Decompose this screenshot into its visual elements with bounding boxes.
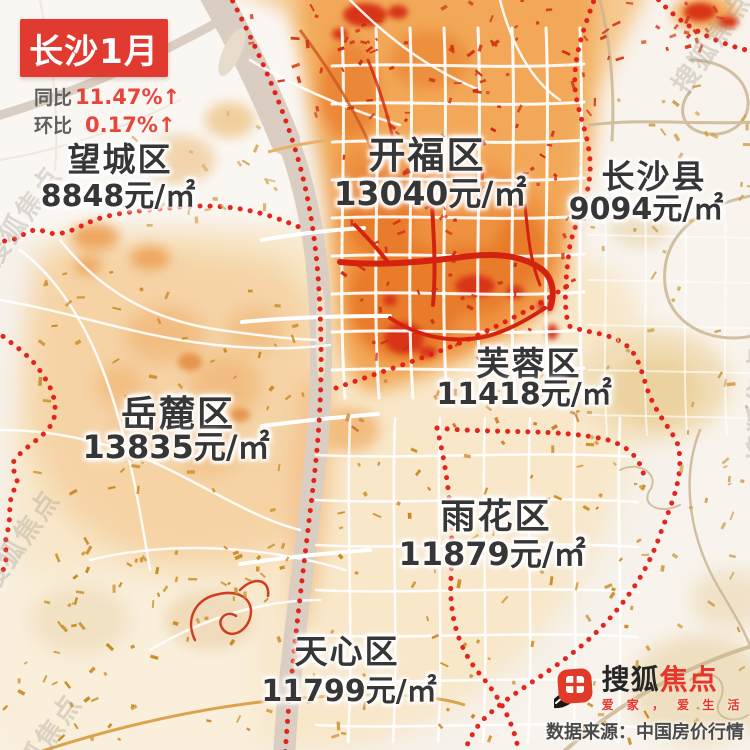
data-source-note: 数据来源：中国房价行情 <box>546 722 744 743</box>
orange-isle <box>316 287 326 383</box>
district-price-changshaxian: 9094元/㎡ <box>568 192 724 227</box>
page-title: 长沙1月 <box>20 19 168 77</box>
stat-yoy-value: 11.47%↑ <box>75 85 181 109</box>
district-price-yuelu: 13835元/㎡ <box>82 428 270 466</box>
brand-name-accent: 焦点 <box>659 663 718 696</box>
stat-yoy: 同比 11.47%↑ <box>34 84 180 112</box>
district-price-kaifu: 13040元/㎡ <box>333 174 527 213</box>
district-name-yuelu: 岳麓区 <box>120 394 236 435</box>
brand-tagline: 爱 家 ， 爱 生 活 <box>601 698 744 712</box>
district-name-furong: 芙蓉区 <box>476 344 582 383</box>
district-price-yuhua: 11879元/㎡ <box>398 535 586 573</box>
district-name-wangcheng: 望城区 <box>67 140 173 179</box>
district-name-yuhua: 雨花区 <box>440 497 552 538</box>
district-name-tianxin: 天心区 <box>294 632 400 671</box>
district-name-kaifu: 开福区 <box>368 134 486 177</box>
brand-name-primary: 搜狐 <box>601 663 660 696</box>
footer-branding: 搜狐焦点 爱 家 ， 爱 生 活 数据来源：中国房价行情 <box>546 665 744 744</box>
stat-mom-label: 环比 <box>34 115 73 137</box>
district-price-tianxin: 11799元/㎡ <box>261 674 437 709</box>
district-name-changshaxian: 长沙县 <box>601 157 707 196</box>
stat-mom: 环比 0.17%↑ <box>34 112 180 140</box>
stats-panel: 同比 11.47%↑ 环比 0.17%↑ <box>34 84 180 140</box>
sohu-focus-logo-icon <box>553 668 593 709</box>
district-price-furong: 11418元/㎡ <box>436 377 612 412</box>
stat-mom-value: 0.17%↑ <box>85 113 176 137</box>
district-price-wangcheng: 8848元/㎡ <box>40 179 196 214</box>
stat-yoy-label: 同比 <box>34 87 73 109</box>
